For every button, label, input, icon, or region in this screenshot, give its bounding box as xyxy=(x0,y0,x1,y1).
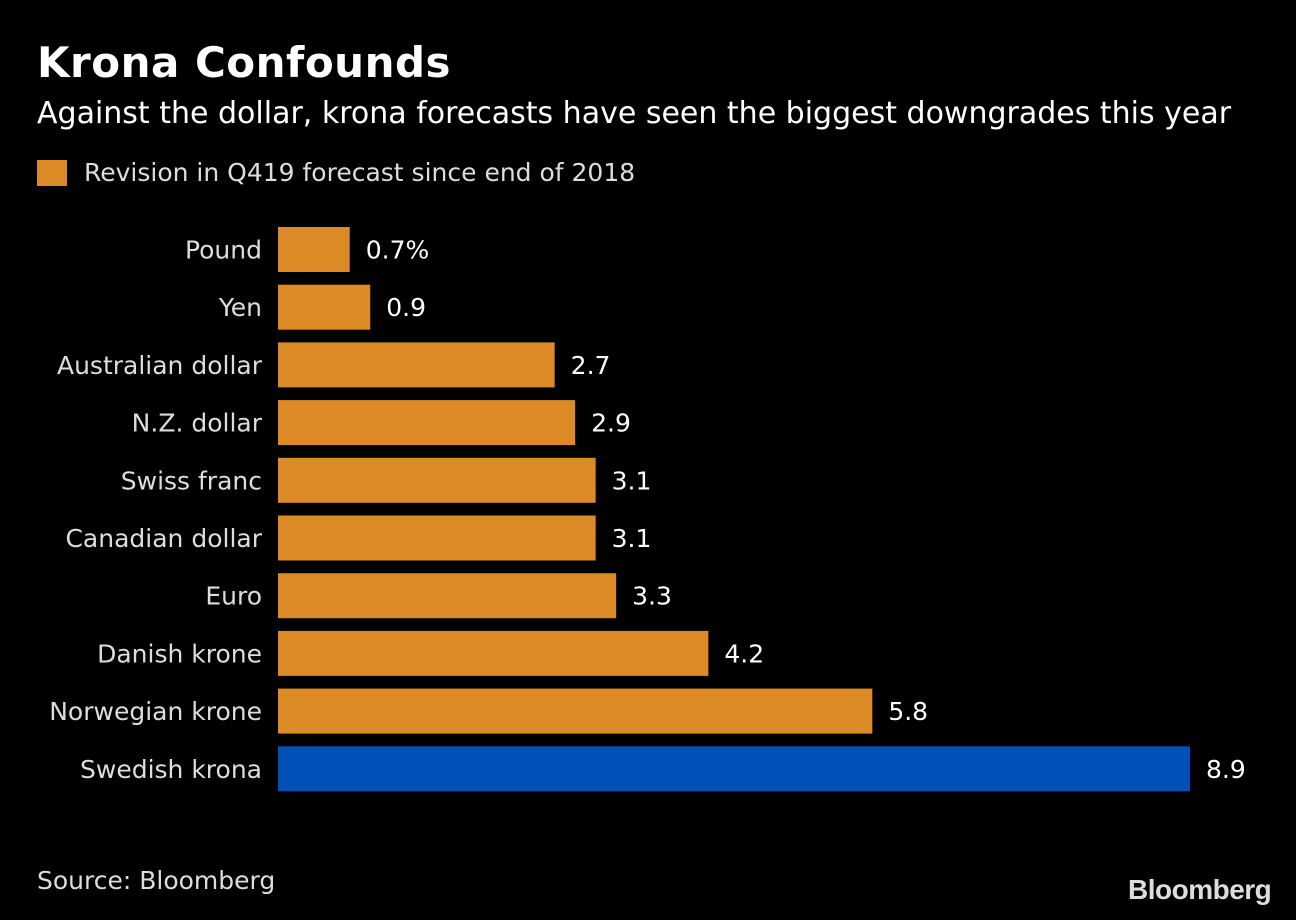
bar-canadian-dollar xyxy=(278,515,596,561)
category-label: Australian dollar xyxy=(57,351,263,380)
legend-swatch xyxy=(37,159,67,186)
legend: Revision in Q419 forecast since end of 2… xyxy=(37,158,635,187)
category-label: Yen xyxy=(218,293,262,322)
bar-pound xyxy=(278,227,350,272)
value-label: 8.9 xyxy=(1206,755,1246,784)
category-label: Swiss franc xyxy=(121,466,262,495)
value-label: 2.9 xyxy=(591,409,631,438)
value-label: 4.2 xyxy=(724,639,764,668)
source-note: Source: Bloomberg xyxy=(37,866,276,895)
category-label: Canadian dollar xyxy=(65,524,262,553)
value-label: 3.1 xyxy=(612,466,652,495)
bar-euro xyxy=(278,573,617,619)
category-label: Pound xyxy=(185,236,262,265)
bar-norwegian-krone xyxy=(278,688,873,734)
bloomberg-logo: Bloomberg xyxy=(1128,874,1272,905)
bar-n-z-dollar xyxy=(278,400,576,446)
value-label: 2.7 xyxy=(571,351,611,380)
category-label: N.Z. dollar xyxy=(132,409,263,438)
category-label: Swedish krona xyxy=(80,755,262,784)
category-label: Danish krone xyxy=(97,639,262,668)
category-label: Euro xyxy=(205,582,262,611)
bar-danish-krone xyxy=(278,630,709,676)
value-label: 3.3 xyxy=(632,582,672,611)
bar-swiss-franc xyxy=(278,457,596,503)
value-label: 3.1 xyxy=(612,524,652,553)
value-label: 0.9 xyxy=(386,293,426,322)
category-label: Norwegian krone xyxy=(49,697,262,726)
chart-title: Krona Confounds xyxy=(37,38,452,87)
legend-label: Revision in Q419 forecast since end of 2… xyxy=(84,158,636,187)
bar-australian-dollar xyxy=(278,342,555,388)
value-label: 5.8 xyxy=(888,697,928,726)
chart-subtitle: Against the dollar, krona forecasts have… xyxy=(37,96,1232,131)
value-label: 0.7% xyxy=(366,236,430,265)
bar-yen xyxy=(278,284,371,330)
bar-swedish-krona xyxy=(278,746,1190,792)
